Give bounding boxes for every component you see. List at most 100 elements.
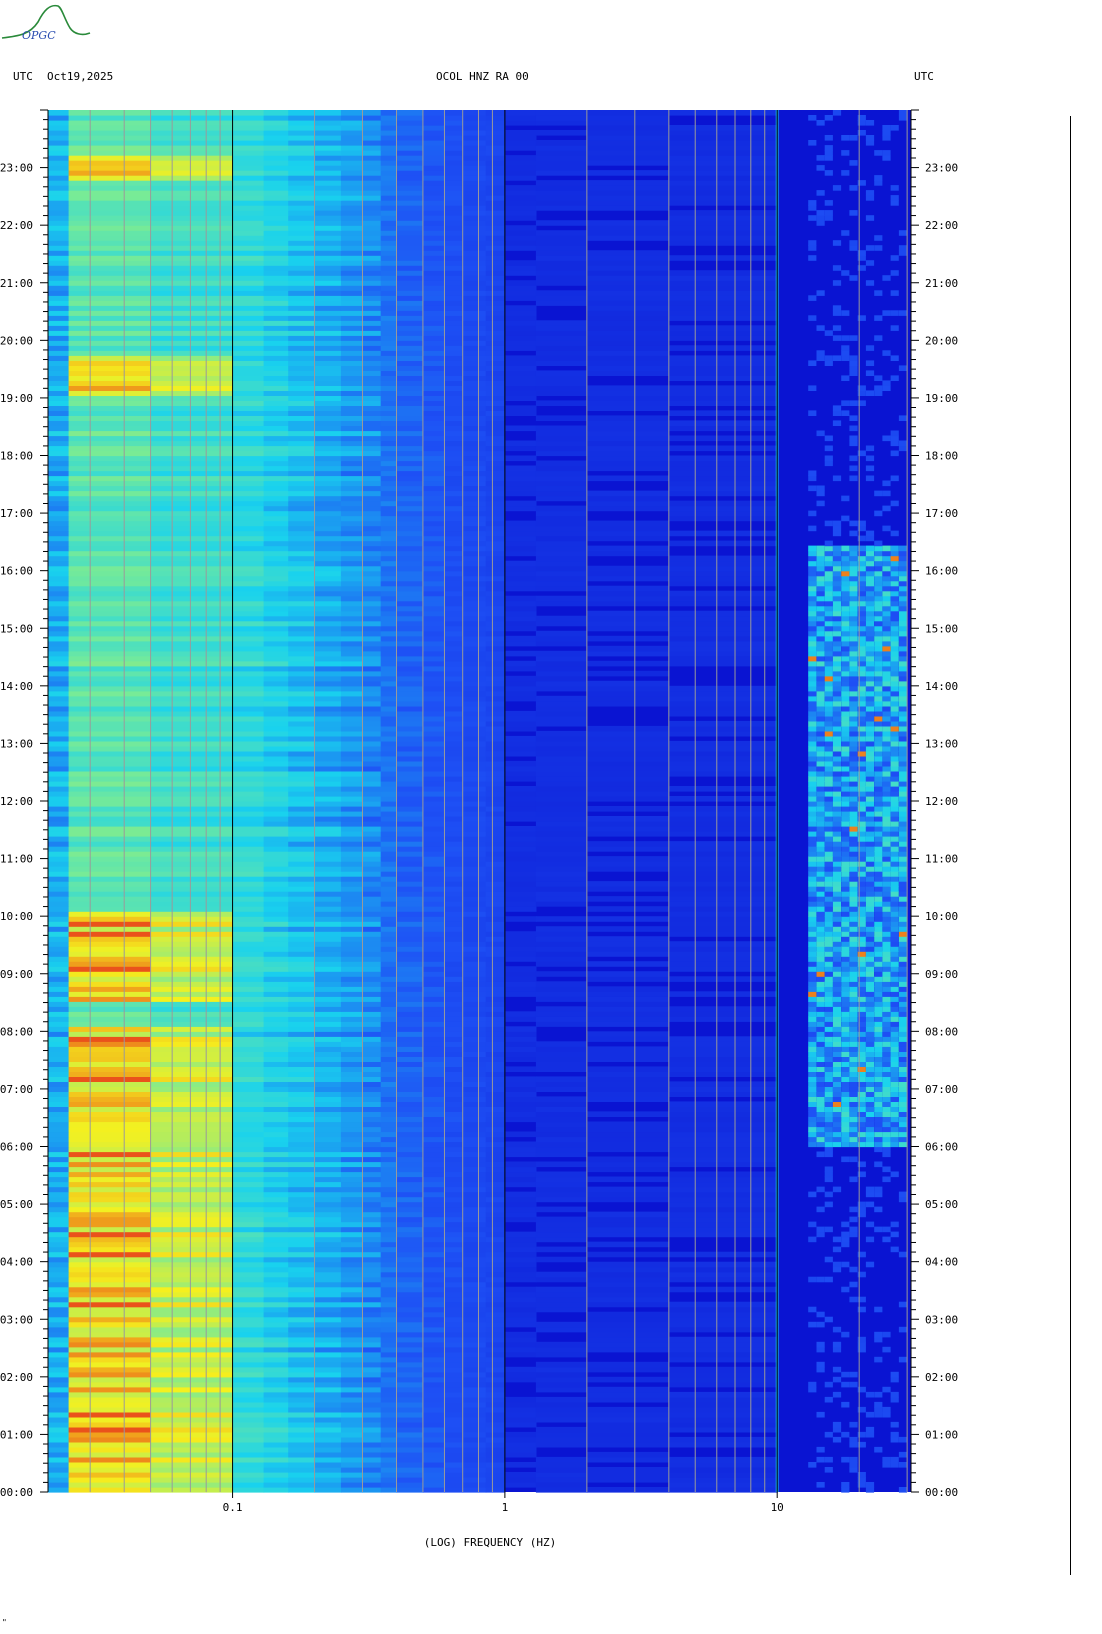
- spectrogram-cell: [462, 1026, 487, 1032]
- spectrogram-cell: [422, 1056, 446, 1062]
- spectrogram-cell: [340, 1076, 364, 1082]
- spectrogram-cell: [124, 470, 152, 477]
- spectrogram-cell: [504, 831, 537, 837]
- spectrogram-cell: [462, 1061, 487, 1067]
- spectrogram-cell: [288, 505, 316, 512]
- spectrogram-cell: [444, 655, 464, 662]
- spectrogram-cell: [396, 991, 424, 997]
- spectrogram-cell: [362, 545, 382, 552]
- spectrogram-cell: [68, 1226, 91, 1233]
- spectrogram-cell: [172, 610, 191, 617]
- spectrogram-cell: [48, 1276, 70, 1283]
- spectrogram-cell: [263, 600, 289, 607]
- spectrogram-cell: [340, 1101, 364, 1107]
- spectrogram-cell: [48, 1211, 70, 1218]
- spectrogram-cell: [232, 640, 265, 647]
- spectrogram-cell: [124, 781, 152, 787]
- spectrogram-cell: [504, 1436, 537, 1443]
- spectrogram-cell: [263, 680, 289, 687]
- spectrogram-cell: [232, 971, 265, 977]
- spectrogram-cell: [362, 1351, 382, 1358]
- spectrogram-cell: [340, 615, 364, 622]
- spectrogram-cell: [150, 1236, 173, 1243]
- spectrogram-cell: [535, 1381, 588, 1388]
- spectrogram-cell: [485, 430, 506, 437]
- spectrogram-cell: [232, 1251, 265, 1258]
- spectrogram-cell: [190, 1046, 207, 1052]
- spectrogram-cell: [263, 1306, 289, 1313]
- spectrogram-cell: [232, 1031, 265, 1037]
- spectrogram-cell: [48, 1021, 70, 1027]
- spectrogram-cell: [422, 1271, 446, 1278]
- spectrogram-cell: [422, 485, 446, 492]
- spectrogram-cell: [172, 680, 191, 687]
- spectrogram-cell: [150, 836, 173, 842]
- spectrogram-cell: [362, 871, 382, 877]
- spectrogram-cell: [48, 460, 70, 467]
- spectrogram-cell: [362, 1311, 382, 1318]
- spectrogram-cell: [124, 1376, 152, 1383]
- spectrogram-cell: [485, 916, 506, 922]
- spectrogram-cell: [340, 760, 364, 767]
- spectrogram-cell: [485, 1126, 506, 1133]
- spectrogram-cell: [485, 440, 506, 447]
- spectrogram-cell: [462, 575, 487, 582]
- spectrogram-cell: [314, 1211, 342, 1218]
- spectrogram-cell: [586, 1321, 670, 1328]
- spectrogram-cell: [190, 745, 207, 752]
- spectrogram-cell: [263, 750, 289, 757]
- spectrogram-cell: [485, 1336, 506, 1343]
- spectrogram-cell: [232, 1006, 265, 1012]
- spectrogram-cell: [535, 1401, 588, 1408]
- spectrogram-cell: [263, 1246, 289, 1253]
- spectrogram-cell: [232, 1091, 265, 1097]
- spectrogram-cell: [444, 1351, 464, 1358]
- spectrogram-cell: [172, 530, 191, 537]
- spectrogram-cell: [535, 771, 588, 777]
- spectrogram-cell: [340, 1066, 364, 1072]
- spectrogram-cell: [190, 1021, 207, 1027]
- spectrogram-cell: [232, 1391, 265, 1398]
- spectrogram-cell: [535, 926, 588, 932]
- spectrogram-cell: [90, 1041, 125, 1047]
- spectrogram-cell: [380, 695, 398, 702]
- spectrogram-cell: [172, 781, 191, 787]
- spectrogram-cell: [668, 1477, 778, 1483]
- spectrogram-cell: [263, 675, 289, 682]
- spectrogram-cell: [485, 1346, 506, 1353]
- spectrogram-cell: [68, 1206, 91, 1213]
- spectrogram-cell: [340, 1451, 364, 1458]
- spectrogram-cell: [90, 1046, 125, 1052]
- spectrogram-cell: [668, 685, 778, 692]
- spectrogram-cell: [288, 1256, 316, 1263]
- spectrogram-cell: [48, 921, 70, 927]
- spectrogram-cell: [362, 720, 382, 727]
- spectrogram-cell: [362, 916, 382, 922]
- spectrogram-cell: [485, 1401, 506, 1408]
- spectrogram-cell: [190, 650, 207, 657]
- spectrogram-cell: [124, 1071, 152, 1077]
- spectrogram-cell: [380, 1467, 398, 1473]
- spectrogram-cell: [444, 765, 464, 772]
- spectrogram-cell: [396, 1366, 424, 1373]
- spectrogram-cell: [340, 1426, 364, 1433]
- spectrogram-cell: [586, 1286, 670, 1293]
- spectrogram-cell: [586, 700, 670, 707]
- spectrogram-cell: [668, 1201, 778, 1208]
- spectrogram-cell: [668, 1456, 778, 1463]
- spectrogram-cell: [190, 1186, 207, 1193]
- spectrogram-cell: [68, 445, 91, 452]
- spectrogram-cell: [68, 1436, 91, 1443]
- spectrogram-cell: [124, 896, 152, 902]
- spectrogram-cell: [485, 1096, 506, 1102]
- spectrogram-cell: [485, 1482, 506, 1488]
- spectrogram-cell: [340, 1111, 364, 1117]
- spectrogram-plot: [48, 110, 911, 1493]
- spectrogram-cell: [462, 846, 487, 852]
- spectrogram-cell: [124, 1361, 152, 1368]
- spectrogram-cell: [535, 730, 588, 737]
- spectrogram-cell: [504, 1351, 537, 1358]
- spectrogram-cell: [340, 410, 364, 416]
- spectrogram-cell: [263, 540, 289, 547]
- spectrogram-cell: [485, 520, 506, 527]
